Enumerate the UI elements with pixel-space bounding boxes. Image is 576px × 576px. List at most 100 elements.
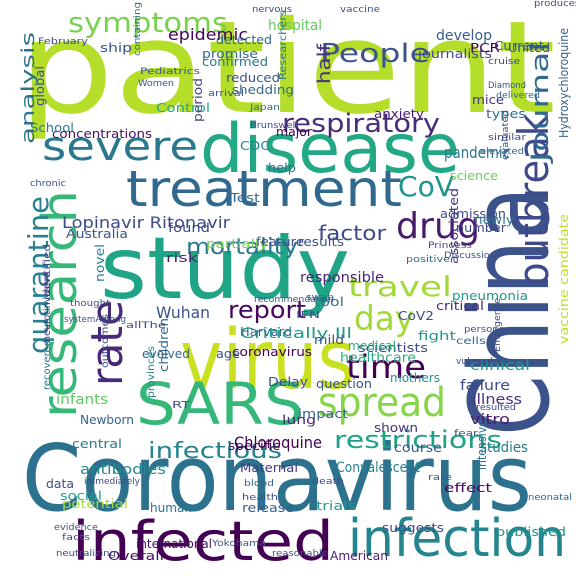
cloud-word: nervous [252, 5, 292, 15]
cloud-word: help [268, 161, 296, 175]
cloud-word: report [228, 296, 306, 324]
cloud-word: recovered [42, 340, 53, 390]
cloud-word: patient [18, 0, 556, 143]
cloud-word: United [508, 41, 550, 55]
cloud-word: promise [202, 47, 258, 61]
cloud-word: pandemic [444, 143, 510, 162]
cloud-word: Journal [526, 42, 554, 165]
cloud-word: delivered [496, 91, 540, 101]
cloud-word: systemAmong [64, 315, 126, 325]
cloud-word: fight [418, 329, 456, 343]
cloud-word: respiratory [282, 109, 440, 139]
cloud-word: factor [318, 221, 387, 245]
cloud-word: suggests [382, 521, 444, 535]
cloud-word: epidemic [168, 25, 248, 44]
cloud-word: rate [82, 300, 133, 386]
cloud-word: American [330, 549, 388, 563]
cloud-word: novel [93, 244, 107, 282]
cloud-word: CoV [398, 170, 454, 203]
cloud-word: evaluated [501, 110, 511, 160]
cloud-word: cruise [488, 57, 521, 67]
cloud-word: antibodies [80, 462, 166, 478]
cloud-word: Diamond [488, 81, 526, 91]
cloud-word: Newborn [80, 413, 134, 427]
cloud-word: vitro [470, 412, 510, 428]
cloud-word: Chloroquine [234, 433, 322, 452]
cloud-word: effect [444, 481, 492, 495]
cloud-word: February [38, 37, 89, 47]
cloud-word: infection [348, 509, 566, 569]
cloud-word: international [136, 537, 212, 551]
cloud-word: PCR [470, 41, 500, 55]
cloud-word: facts [62, 533, 90, 543]
cloud-word: Emergence [493, 298, 503, 352]
cloud-word: vulnerable [456, 357, 504, 367]
cloud-word: RT [172, 400, 191, 411]
cloud-word: associated [447, 188, 461, 264]
cloud-word: Discussion [444, 251, 496, 261]
cloud-word: Brunswell [250, 121, 298, 131]
cloud-word: Yokohama [211, 539, 266, 549]
cloud-word: study [100, 219, 350, 319]
cloud-word: day [354, 299, 414, 339]
cloud-word: question [316, 377, 372, 391]
cloud-word: mothers [390, 371, 440, 385]
cloud-word: research [32, 190, 88, 418]
cloud-word: tool [314, 295, 344, 309]
cloud-word: feature [256, 235, 304, 249]
cloud-word: Maternal [240, 461, 298, 475]
cloud-word: age [216, 347, 240, 361]
cloud-word: allThe [126, 321, 167, 331]
cloud-word: treatment [126, 160, 402, 218]
cloud-word: IFN [296, 310, 320, 321]
cloud-word: shown [374, 421, 418, 435]
cloud-word: results [298, 235, 344, 249]
cloud-word: data [46, 477, 74, 491]
cloud-word: thought [70, 299, 111, 309]
cloud-word: Japan [249, 103, 280, 113]
cloud-word: Overall [108, 549, 164, 563]
cloud-word: clinical [470, 358, 530, 374]
cloud-word: Coronavirus [22, 425, 532, 532]
cloud-word: identified [42, 244, 53, 300]
cloud-word: Control [156, 101, 210, 115]
cloud-word: pneumonia [452, 289, 528, 303]
cloud-word: death [312, 477, 344, 487]
cloud-word: Researchers [278, 10, 289, 80]
cloud-word: detected [216, 33, 272, 47]
cloud-word: specific [228, 439, 280, 453]
cloud-word: illness [472, 392, 522, 408]
cloud-word: studies [480, 440, 528, 456]
cloud-word: evidence [54, 523, 98, 533]
cloud-word: ship [100, 41, 132, 55]
cloud-word: cells [456, 336, 486, 347]
cloud-word: arrival [208, 89, 244, 99]
cloud-word: found [168, 221, 210, 235]
cloud-word: course [394, 441, 442, 456]
cloud-word: social [60, 489, 102, 503]
cloud-word: healthcare [340, 351, 416, 366]
cloud-word: fear [454, 429, 478, 439]
cloud-word: neonatal [528, 493, 572, 503]
cloud-word: science [450, 169, 498, 183]
cloud-word: swab [306, 293, 334, 303]
cloud-word: China [446, 186, 574, 436]
cloud-word: Current [494, 39, 544, 53]
cloud-word: confirmed [202, 55, 268, 69]
cloud-word: analysis [18, 32, 39, 144]
cloud-word: Test [229, 191, 261, 205]
cloud-word: outbreak [509, 113, 558, 286]
cloud-word: journalists [417, 47, 492, 61]
cloud-word: central [72, 437, 122, 451]
cloud-word: SARS [136, 370, 304, 438]
cloud-word: responsible [300, 270, 384, 286]
cloud-word: impact [298, 407, 348, 421]
cloud-word: provinces [146, 346, 157, 398]
cloud-word: produces [534, 0, 576, 9]
cloud-word: Wuhan [156, 303, 210, 322]
cloud-word: neurotinvasive [42, 272, 53, 342]
cloud-word: CoV2 [398, 309, 434, 323]
cloud-word: types [486, 107, 526, 121]
cloud-word: Australia [66, 227, 128, 241]
